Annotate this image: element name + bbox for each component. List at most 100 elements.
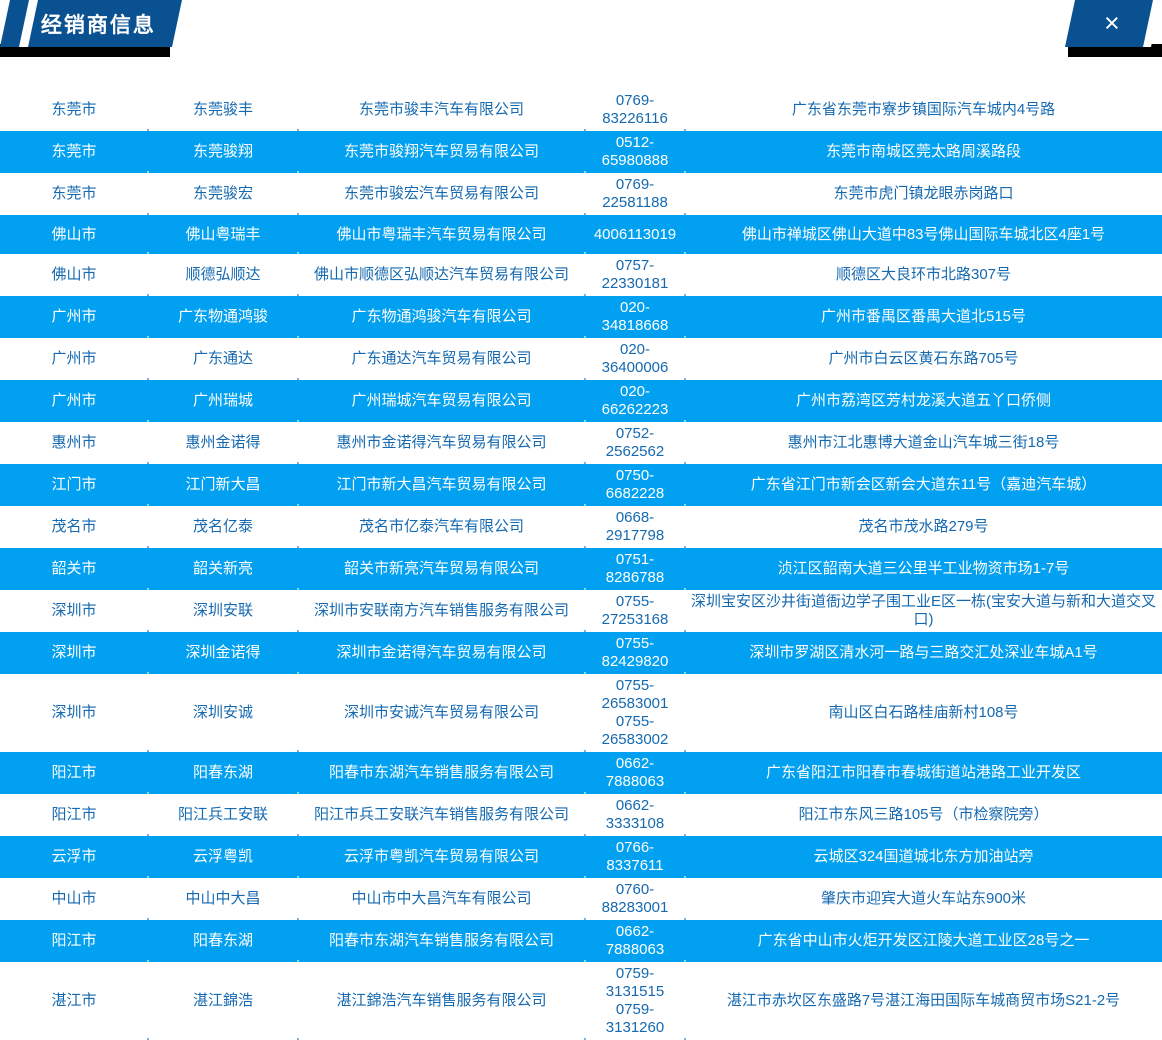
cell-short-name: 东莞骏翔 — [192, 143, 253, 160]
dealer-table: 东莞市 东莞骏丰 东莞市骏丰汽车有限公司 0769-83226116 广东省东莞市寮步镇… — [0, 89, 1162, 1040]
cell-city: 广州市 — [51, 308, 97, 325]
cell-phone: 0755-26583001 0755-26583002 — [601, 677, 669, 748]
cell-city: 东莞市 — [51, 101, 97, 118]
table-row[interactable]: 江门市 江门新大昌 江门市新大昌汽车贸易有限公司 0750-6682228 广东省江门市… — [0, 464, 1162, 506]
table-row[interactable]: 广州市 广东通达 广东通达汽车贸易有限公司 020-36400006 广州市白云区黄石东… — [0, 338, 1162, 380]
cell-company: 广东物通鸿骏汽车有限公司 — [351, 308, 532, 325]
table-row[interactable]: 阳江市 阳江兵工安联 阳江市兵工安联汽车销售服务有限公司 0662-3333108 阳江… — [0, 794, 1162, 836]
table-row[interactable]: 中山市 中山中大昌 中山市中大昌汽车有限公司 0760-88283001 肇庆市迎宾大道… — [0, 878, 1162, 920]
close-icon: × — [1104, 8, 1120, 38]
cell-phone: 0757-22330181 — [601, 257, 669, 292]
cell-city: 中山市 — [51, 890, 97, 907]
table-row[interactable]: 惠州市 惠州金诺得 惠州市金诺得汽车贸易有限公司 0752-2562562 惠州市江北惠… — [0, 422, 1162, 464]
table-row[interactable]: 茂名市 茂名亿泰 茂名市亿泰汽车有限公司 0668-2917798 茂名市茂水路279号 — [0, 506, 1162, 548]
cell-company: 阳江市兵工安联汽车销售服务有限公司 — [313, 806, 569, 823]
cell-city: 云浮市 — [51, 848, 97, 865]
cell-short-name: 东莞骏宏 — [192, 185, 253, 202]
cell-address: 广州市荔湾区芳村龙溪大道五丫口侨侧 — [795, 392, 1051, 409]
table-row[interactable]: 云浮市 云浮粤凯 云浮市粤凯汽车贸易有限公司 0766-8337611 云城区324国道… — [0, 836, 1162, 878]
table-row[interactable]: 深圳市 深圳金诺得 深圳市金诺得汽车贸易有限公司 0755-82429820 深圳市罗湖… — [0, 632, 1162, 674]
table-row[interactable]: 深圳市 深圳安诚 深圳市安诚汽车贸易有限公司 0755-26583001 0755-2… — [0, 674, 1162, 752]
cell-company: 广州瑞城汽车贸易有限公司 — [351, 392, 532, 409]
cell-address: 茂名市茂水路279号 — [858, 518, 989, 535]
cell-short-name: 广东通达 — [192, 350, 253, 367]
cell-phone: 0662-7888063 — [605, 755, 665, 790]
cell-company: 阳春市东湖汽车销售服务有限公司 — [328, 932, 554, 949]
table-row[interactable]: 佛山市 佛山粤瑞丰 佛山市粤瑞丰汽车贸易有限公司 4006113019 佛山市禅城区佛山… — [0, 215, 1162, 254]
cell-company: 深圳市金诺得汽车贸易有限公司 — [336, 644, 547, 661]
table-row[interactable]: 东莞市 东莞骏翔 东莞市骏翔汽车贸易有限公司 0512-65980888 东莞市南城区莞… — [0, 131, 1162, 173]
cell-address: 肇庆市迎宾大道火车站东900米 — [820, 890, 1027, 907]
cell-city: 深圳市 — [51, 704, 97, 721]
cell-short-name: 茂名亿泰 — [192, 518, 253, 535]
cell-short-name: 阳江兵工安联 — [177, 806, 268, 823]
cell-phone: 0752-2562562 — [605, 425, 665, 460]
cell-company: 广东通达汽车贸易有限公司 — [351, 350, 532, 367]
cell-phone: 0759-3131515 0759-3131260 — [605, 965, 665, 1036]
window-header: 经销商信息 × — [0, 0, 1162, 57]
cell-company: 云浮市粤凯汽车贸易有限公司 — [343, 848, 539, 865]
header-black-bar-right — [1068, 44, 1162, 57]
table-row[interactable]: 阳江市 阳春东湖 阳春市东湖汽车销售服务有限公司 0662-7888063 广东省中山市… — [0, 920, 1162, 962]
table-row[interactable]: 东莞市 东莞骏丰 东莞市骏丰汽车有限公司 0769-83226116 广东省东莞市寮步镇… — [0, 89, 1162, 131]
cell-city: 广州市 — [51, 392, 97, 409]
cell-address: 南山区白石路桂庙新村108号 — [828, 704, 1019, 721]
cell-phone: 4006113019 — [593, 225, 677, 243]
cell-short-name: 东莞骏丰 — [192, 101, 253, 118]
cell-company: 惠州市金诺得汽车贸易有限公司 — [336, 434, 547, 451]
cell-phone: 020-36400006 — [601, 341, 669, 376]
cell-address: 深圳宝安区沙井街道衙边学子围工业E区一栋(宝安大道与新和大道交叉口) — [690, 593, 1156, 628]
cell-company: 韶关市新亮汽车贸易有限公司 — [343, 560, 539, 577]
cell-city: 东莞市 — [51, 185, 97, 202]
table-row[interactable]: 湛江市 湛江錦浩 湛江錦浩汽车销售服务有限公司 0759-3131515 0759-3… — [0, 962, 1162, 1040]
cell-phone: 0662-3333108 — [605, 797, 665, 832]
cell-short-name: 顺德弘顺达 — [185, 266, 261, 283]
cell-short-name: 惠州金诺得 — [185, 434, 261, 451]
cell-company: 佛山市顺德区弘顺达汽车贸易有限公司 — [313, 266, 569, 283]
cell-city: 阳江市 — [51, 806, 97, 823]
cell-address: 惠州市江北惠博大道金山汽车城三街18号 — [787, 434, 1060, 451]
cell-company: 江门市新大昌汽车贸易有限公司 — [336, 476, 547, 493]
cell-phone: 0760-88283001 — [601, 881, 669, 916]
cell-short-name: 深圳安联 — [192, 602, 253, 619]
cell-address: 广州市番禺区番禺大道北515号 — [820, 308, 1027, 325]
table-row[interactable]: 阳江市 阳春东湖 阳春市东湖汽车销售服务有限公司 0662-7888063 广东省阳江市… — [0, 752, 1162, 794]
cell-phone: 0512-65980888 — [601, 134, 669, 169]
cell-address: 顺德区大良环市北路307号 — [835, 266, 1012, 283]
cell-company: 东莞市骏翔汽车贸易有限公司 — [343, 143, 539, 160]
cell-company: 中山市中大昌汽车有限公司 — [351, 890, 532, 907]
cell-company: 东莞市骏宏汽车贸易有限公司 — [343, 185, 539, 202]
cell-city: 韶关市 — [51, 560, 97, 577]
cell-address: 云城区324国道城北东方加油站旁 — [813, 848, 1034, 865]
cell-phone: 0750-6682228 — [605, 467, 665, 502]
cell-short-name: 韶关新亮 — [192, 560, 253, 577]
cell-address: 佛山市禅城区佛山大道中83号佛山国际车城北区4座1号 — [741, 225, 1106, 243]
cell-short-name: 阳春东湖 — [192, 932, 253, 949]
cell-city: 深圳市 — [51, 602, 97, 619]
table-row[interactable]: 广州市 广东物通鸿骏 广东物通鸿骏汽车有限公司 020-34818668 广州市番禺区番… — [0, 296, 1162, 338]
cell-city: 茂名市 — [51, 518, 97, 535]
cell-company: 佛山市粤瑞丰汽车贸易有限公司 — [336, 225, 547, 243]
cell-phone: 0668-2917798 — [605, 509, 665, 544]
cell-address: 深圳市罗湖区清水河一路与三路交汇处深业车城A1号 — [749, 644, 1098, 661]
table-row[interactable]: 佛山市 顺德弘顺达 佛山市顺德区弘顺达汽车贸易有限公司 0757-22330181 顺德… — [0, 254, 1162, 296]
table-row[interactable]: 东莞市 东莞骏宏 东莞市骏宏汽车贸易有限公司 0769-22581188 东莞市虎门镇龙… — [0, 173, 1162, 215]
cell-address: 广东省中山市火炬开发区江陵大道工业区28号之一 — [757, 932, 1090, 949]
cell-company: 茂名市亿泰汽车有限公司 — [358, 518, 524, 535]
cell-short-name: 江门新大昌 — [185, 476, 261, 493]
cell-short-name: 深圳安诚 — [192, 704, 253, 721]
cell-phone: 0755-27253168 — [601, 593, 669, 628]
cell-address: 阳江市东风三路105号（市检察院旁） — [798, 806, 1049, 823]
cell-city: 广州市 — [51, 350, 97, 367]
cell-phone: 020-66262223 — [601, 383, 669, 418]
cell-phone: 0769-22581188 — [602, 176, 668, 211]
table-row[interactable]: 广州市 广州瑞城 广州瑞城汽车贸易有限公司 020-66262223 广州市荔湾区芳村龙… — [0, 380, 1162, 422]
cell-company: 湛江錦浩汽车销售服务有限公司 — [336, 992, 547, 1009]
cell-address: 广州市白云区黄石东路705号 — [828, 350, 1019, 367]
cell-address: 广东省江门市新会区新会大道东11号（嘉迪汽车城） — [750, 476, 1097, 493]
table-row[interactable]: 韶关市 韶关新亮 韶关市新亮汽车贸易有限公司 0751-8286788 浈江区韶南大道三… — [0, 548, 1162, 590]
cell-address: 东莞市南城区莞太路周溪路段 — [825, 143, 1021, 160]
table-row[interactable]: 深圳市 深圳安联 深圳市安联南方汽车销售服务有限公司 0755-27253168 深圳宝… — [0, 590, 1162, 632]
cell-short-name: 广州瑞城 — [192, 392, 253, 409]
cell-city: 惠州市 — [51, 434, 97, 451]
